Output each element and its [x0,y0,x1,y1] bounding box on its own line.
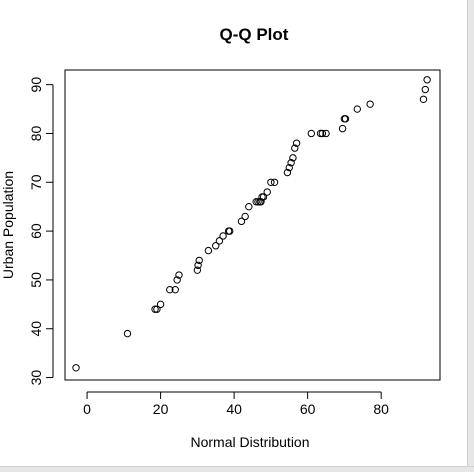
chart-title: Q-Q Plot [220,25,289,44]
y-tick-label: 60 [28,223,44,239]
y-axis-label: Urban Population [0,171,16,279]
data-point [267,178,275,186]
data-point [289,154,297,162]
data-point [171,285,179,294]
data-point [175,271,183,279]
data-point [423,76,431,84]
data-point [166,285,174,294]
x-tick-label: 20 [153,401,169,417]
y-tick-label: 50 [28,272,44,288]
data-point [153,305,161,313]
data-point [215,237,224,245]
data-point [318,129,327,138]
data-point [212,242,220,250]
x-tick-label: 60 [300,401,316,417]
data-point [283,168,292,177]
data-point [353,105,361,113]
data-point [292,139,301,147]
y-tick-label: 90 [28,77,44,93]
data-point [72,364,80,372]
y-tick-label: 80 [28,125,44,141]
x-tick-label: 80 [373,401,389,417]
data-point [204,246,213,255]
data-point [259,193,268,201]
window-bottom-edge [0,466,474,472]
data-point [263,188,271,196]
x-tick-label: 40 [226,401,242,417]
data-point [366,100,374,108]
x-axis: 0 20 40 60 80 [83,391,389,417]
data-point [270,178,279,186]
data-point [241,212,249,221]
data-point [194,261,202,269]
x-axis-label: Normal Distribution [190,434,309,450]
data-point [322,129,330,138]
data-point [193,266,202,274]
data-point [421,85,429,94]
data-point [123,329,132,338]
y-tick-label: 70 [28,174,44,190]
data-point [195,256,203,265]
data-point [419,95,428,103]
window-frame-edge [467,0,474,472]
data-point [156,300,165,309]
x-tick-label: 0 [83,401,91,417]
y-tick-label: 40 [28,321,44,337]
y-axis: 30 40 50 60 70 80 90 [28,77,54,386]
y-tick-label: 30 [28,370,44,386]
data-point [237,217,246,226]
data-point [219,232,227,240]
data-point [173,276,181,284]
data-point [285,163,293,172]
data-point [338,124,347,133]
plot-area-border [64,69,441,381]
data-point [291,144,299,152]
data-point [307,129,316,138]
data-point [341,115,350,123]
data-point [226,227,234,235]
data-point [245,202,253,211]
data-points [72,76,431,372]
data-point [287,159,295,167]
